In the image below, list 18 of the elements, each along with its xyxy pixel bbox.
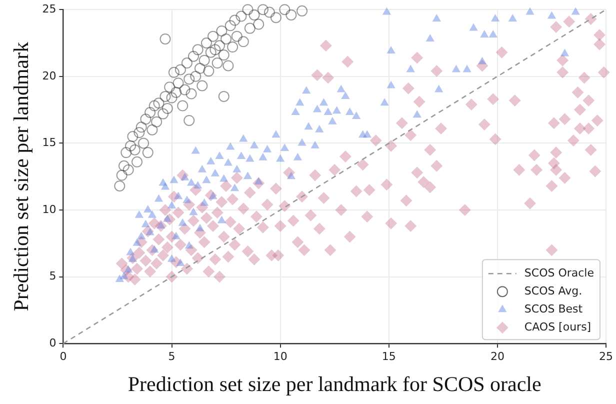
- y-tick-label: 5: [49, 270, 56, 283]
- x-tick-label: 0: [60, 350, 67, 364]
- x-tick-label: 15: [382, 350, 396, 364]
- x-tick-label: 5: [168, 350, 176, 364]
- y-tick-label: 25: [42, 2, 56, 16]
- y-tick-label: 15: [42, 136, 56, 150]
- legend-label: CAOS [ours]: [524, 320, 592, 334]
- legend-label: SCOS Oracle: [524, 266, 594, 280]
- y-tick-label: 10: [42, 202, 56, 216]
- x-tick-label: 20: [490, 350, 504, 364]
- x-axis-title: Prediction set size per landmark for SCOS oracle: [128, 372, 542, 396]
- x-tick-label: 10: [273, 350, 288, 364]
- y-tick-label: 0: [49, 336, 56, 350]
- x-tick-label: 25: [599, 350, 613, 364]
- legend-label: SCOS Avg.: [524, 284, 582, 298]
- legend-label: SCOS Best: [524, 302, 584, 316]
- y-axis-title: Prediction set size per landmark: [9, 41, 34, 312]
- y-tick-label: 20: [42, 69, 56, 82]
